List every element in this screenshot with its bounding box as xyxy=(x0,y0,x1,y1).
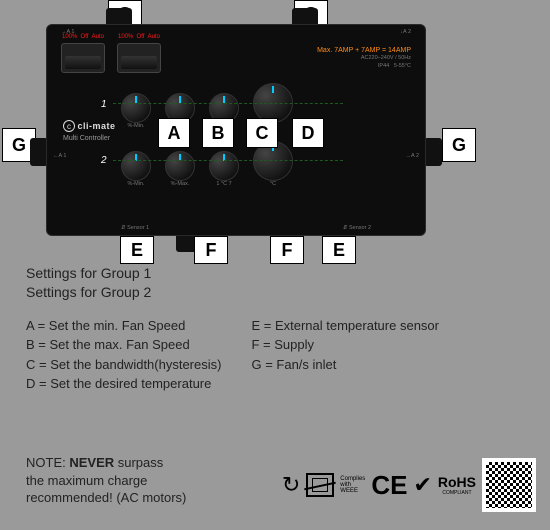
callout-F-left: F xyxy=(194,236,228,264)
ip-spec: IP44 xyxy=(378,63,389,69)
brand-logo-icon: c xyxy=(63,120,75,132)
legend-A: A = Set the min. Fan Speed xyxy=(26,316,221,336)
legend-group1: Settings for Group 1 xyxy=(26,264,439,283)
row-1-label: 1 xyxy=(101,99,107,110)
knob-r2-min-sub: %-Min. xyxy=(121,181,151,187)
callout-B: B xyxy=(202,118,234,148)
knob-r2-temp-sub: °C xyxy=(253,181,293,187)
recycle-icon: ↻ xyxy=(282,472,300,498)
guide-line-2 xyxy=(113,160,343,161)
brand-name: cli-mate xyxy=(78,121,116,131)
switch1-label-100: 100% xyxy=(62,34,77,40)
knob-r1-min[interactable] xyxy=(121,93,151,123)
callout-F-right: F xyxy=(270,236,304,264)
guide-line-1 xyxy=(113,103,343,104)
mode-switch-1[interactable]: 100% Off Auto xyxy=(61,43,105,73)
weee-text: Complies with WEEE xyxy=(340,476,365,494)
rohs-sub: COMPLIANT xyxy=(442,490,471,496)
fan-inlet-right xyxy=(424,138,442,166)
row-2-label: 2 xyxy=(101,155,107,166)
port-arrow-a2-top: ↓A 2 xyxy=(400,29,411,35)
sensor-1-label: ⇵ Sensor 1 xyxy=(121,225,149,231)
legend-group2: Settings for Group 2 xyxy=(26,283,439,302)
legend-F: F = Supply xyxy=(251,335,439,355)
note-prefix: NOTE: xyxy=(26,455,69,470)
weee-icon xyxy=(306,473,334,497)
legend-B: B = Set the max. Fan Speed xyxy=(26,335,221,355)
voltage-spec: AC220–240V / 50Hz xyxy=(317,55,411,62)
callout-E-right: E xyxy=(322,236,356,264)
brand: c cli-mate Multi Controller xyxy=(63,120,116,142)
brand-sub: Multi Controller xyxy=(63,135,110,142)
switch2-label-off: Off xyxy=(137,34,145,40)
temp-spec: 5-55°C xyxy=(394,63,411,69)
legend-G: G = Fan/s inlet xyxy=(251,355,439,375)
knob-r2-min[interactable] xyxy=(121,151,151,181)
switch1-label-auto: Auto xyxy=(92,34,104,40)
port-arrow-a1-left: ←A 1 xyxy=(53,153,66,159)
knob-r2-max-sub: %-Max. xyxy=(165,181,195,187)
qr-code xyxy=(482,458,536,512)
ce-mark: CE xyxy=(371,470,407,501)
callout-D: D xyxy=(292,118,324,148)
sensor-2-label: ⇵ Sensor 2 xyxy=(343,225,371,231)
check-icon: ✔ xyxy=(413,472,431,498)
switch2-label-auto: Auto xyxy=(148,34,160,40)
controller-panel: →A 1 ↓A 2 100% Off Auto 100% Off Auto xyxy=(46,24,426,236)
switch1-label-off: Off xyxy=(81,34,89,40)
port-arrow-a2-right: →A 2 xyxy=(406,153,419,159)
legend: Settings for Group 1 Settings for Group … xyxy=(26,264,439,394)
callout-A: A xyxy=(158,118,190,148)
switch2-label-100: 100% xyxy=(118,34,133,40)
note: NOTE: NEVER surpass the maximum charge r… xyxy=(26,454,186,507)
knob-r2-bw-sub: °C xyxy=(221,181,227,187)
callout-C: C xyxy=(246,118,278,148)
controller-diagram: →A 1 ↓A 2 100% Off Auto 100% Off Auto xyxy=(36,14,436,246)
knob-r2-bw[interactable] xyxy=(209,151,239,181)
legend-C: C = Set the bandwidth(hysteresis) xyxy=(26,355,221,375)
legend-D: D = Set the desired temperature xyxy=(26,374,221,394)
legend-E: E = External temperature sensor xyxy=(251,316,439,336)
amp-spec: Max. 7AMP + 7AMP = 14AMP xyxy=(317,46,411,55)
mode-switch-2[interactable]: 100% Off Auto xyxy=(117,43,161,73)
knob-r2-max[interactable] xyxy=(165,151,195,181)
knob-r1-min-sub: %-Min. xyxy=(121,123,151,129)
note-never: NEVER xyxy=(69,455,114,470)
certifications: ↻ Complies with WEEE CE ✔ RoHS COMPLIANT xyxy=(282,458,536,512)
callout-E-left: E xyxy=(120,236,154,264)
rohs-mark: RoHS xyxy=(438,474,476,490)
callout-G-right: G xyxy=(442,128,476,162)
